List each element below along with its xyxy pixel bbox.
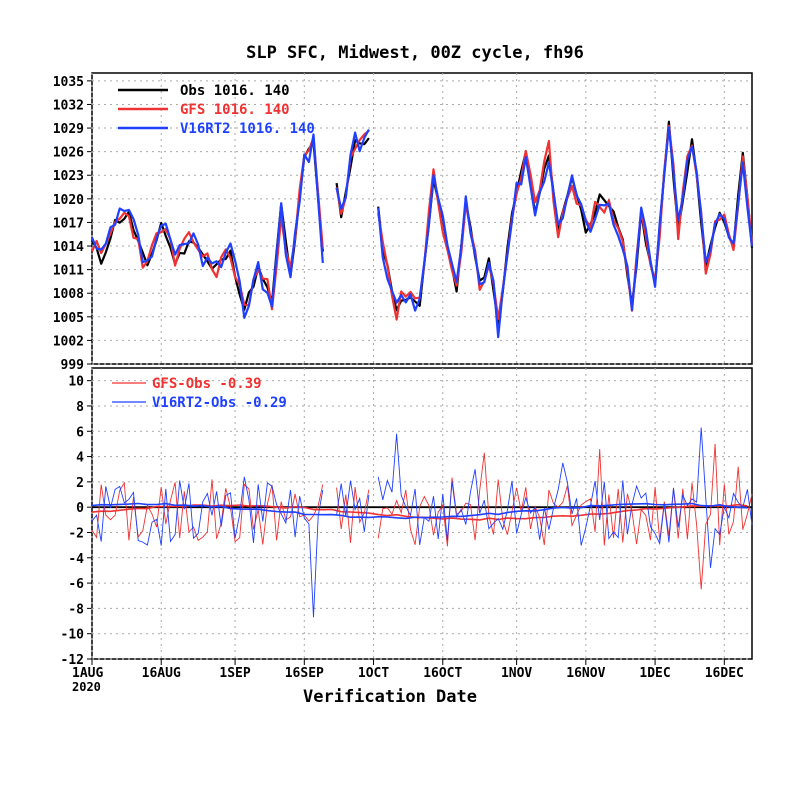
y-tick-label: 4 xyxy=(76,451,84,466)
legend-label: GFS-Obs -0.39 xyxy=(152,376,262,392)
y-tick-label: -2 xyxy=(68,526,84,541)
legend-label: GFS 1016. 140 xyxy=(180,102,290,118)
x-tick-label: 1DEC xyxy=(639,666,670,681)
x-year-label: 2020 xyxy=(72,680,101,694)
diff-line-v16rt2-obs xyxy=(91,427,753,618)
chart-title: SLP SFC, Midwest, 00Z cycle, fh96 xyxy=(246,43,584,63)
x-tick-label: 16DEC xyxy=(705,666,744,681)
y-tick-label: 1029 xyxy=(53,122,84,137)
series-line-v16rt2 xyxy=(90,126,754,339)
y-tick-label: 999 xyxy=(61,358,84,373)
y-tick-label: -6 xyxy=(68,577,84,592)
x-tick-label: 1AUG xyxy=(72,666,103,681)
y-tick-label: 1005 xyxy=(53,311,84,326)
x-tick-label: 1OCT xyxy=(358,666,389,681)
x-axis: 1AUG 16AUG 1SEP 16SEP 1OCT 16OCT 1NOV 16NOV 1DEC… xyxy=(72,659,744,681)
y-tick-label: 1020 xyxy=(53,193,84,208)
y-tick-label: 0 xyxy=(76,501,84,516)
y-tick-label: 8 xyxy=(76,400,84,415)
legend-label: V16RT2-Obs -0.29 xyxy=(152,395,287,411)
x-tick-label: 16SEP xyxy=(285,666,324,681)
x-tick-label: 16NOV xyxy=(566,666,605,681)
y-tick-label: 1011 xyxy=(53,264,84,279)
y-tick-label: 1035 xyxy=(53,75,84,90)
y-tick-label: -8 xyxy=(68,602,84,617)
y-tick-label: -4 xyxy=(68,552,84,567)
y-tick-label: 1002 xyxy=(53,334,84,349)
mean-line-v16rt2-obs xyxy=(91,502,748,520)
top-panel: 999 1002 1005 1008 1011 1014 1017 1020 1023 1026 1… xyxy=(53,72,754,373)
y-tick-label: 10 xyxy=(68,375,84,390)
x-tick-label: 1NOV xyxy=(501,666,532,681)
legend-label: V16RT2 1016. 140 xyxy=(180,121,315,137)
y-tick-label: 1017 xyxy=(53,216,84,231)
y-tick-label: 1008 xyxy=(53,287,84,302)
y-tick-label: 1026 xyxy=(53,146,84,161)
y-tick-label: -10 xyxy=(61,628,85,643)
legend-label: Obs 1016. 140 xyxy=(180,83,290,99)
y-tick-label: 2 xyxy=(76,476,84,491)
x-axis-label: Verification Date xyxy=(303,687,477,707)
x-tick-label: 1SEP xyxy=(219,666,250,681)
diff-line-gfs-obs xyxy=(91,443,753,590)
y-tick-label: 6 xyxy=(76,425,84,440)
bottom-panel: -12 -10 -8 -6 -4 -2 0 2 4 6 8 10 GFS-Obs -0.39 V16RT2… xyxy=(61,367,753,668)
y-tick-label: 1014 xyxy=(53,240,84,255)
y-tick-label: 1032 xyxy=(53,98,84,113)
y-tick-label: 1023 xyxy=(53,169,84,184)
y-tick-label: -12 xyxy=(61,653,84,668)
x-tick-label: 16OCT xyxy=(423,666,462,681)
x-tick-label: 16AUG xyxy=(142,666,181,681)
